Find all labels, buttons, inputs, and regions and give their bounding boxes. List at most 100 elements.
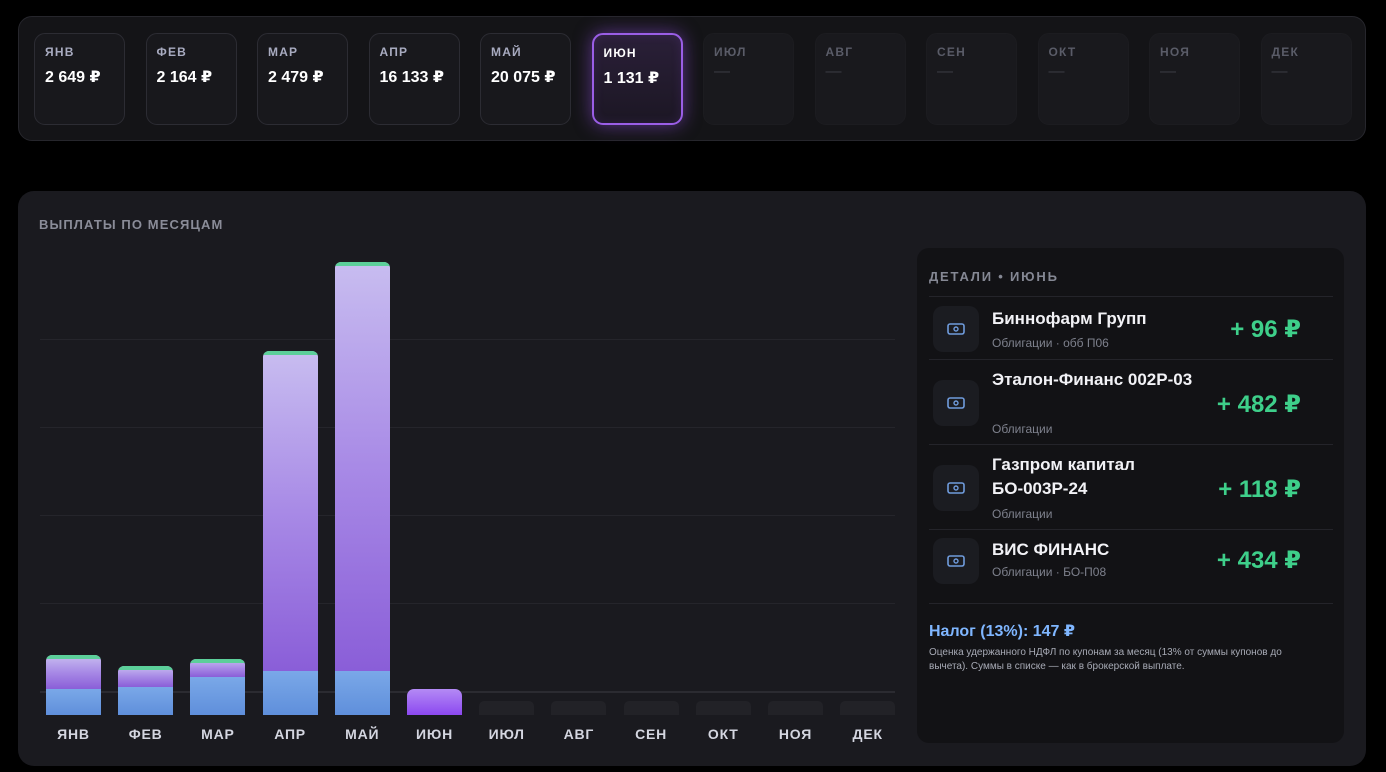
month-total: — bbox=[825, 63, 842, 80]
divider bbox=[929, 603, 1333, 604]
issuer-sub: Облигации bbox=[992, 507, 1053, 521]
banknote-icon bbox=[933, 538, 979, 584]
monthly-payouts-chart: ЯНВ ФЕВ МАР АПР МАЙ ИЮН ИЮЛ АВГ СЕН ОКТ НОЯ ДЕК bbox=[40, 246, 896, 751]
bar-cap bbox=[190, 659, 246, 663]
issuer-name: Газпром капитал БО-003Р-24 bbox=[992, 455, 1135, 498]
month-total: — bbox=[1271, 63, 1288, 80]
x-tick-label: ИЮН bbox=[415, 726, 453, 742]
x-tick-label: ИЮЛ bbox=[488, 726, 525, 742]
details-title: ДЕТАЛИ • ИЮНЬ bbox=[929, 269, 1059, 284]
month-name: ФЕВ bbox=[156, 45, 188, 59]
month-card-9[interactable]: СЕН — bbox=[926, 33, 1017, 125]
bar-empty[interactable] bbox=[551, 701, 607, 715]
month-total: — bbox=[937, 63, 953, 80]
x-tick-label: ОКТ bbox=[707, 726, 739, 742]
banknote-icon bbox=[933, 465, 979, 511]
bar-current-month[interactable] bbox=[407, 689, 462, 715]
bar-segment-upper bbox=[190, 659, 246, 677]
bar-cap bbox=[262, 350, 318, 355]
issuer-sub: Облигации · обб П06 bbox=[992, 336, 1109, 350]
bar-month[interactable] bbox=[334, 261, 390, 715]
bar-segment-lower bbox=[190, 676, 246, 715]
bar-segment-lower bbox=[46, 689, 101, 715]
x-tick-label: ЯНВ bbox=[57, 726, 90, 742]
x-tick-label: СЕН bbox=[635, 726, 668, 742]
payout-row[interactable]: Эталон-Финанс 002Р-03 Облигации + 482 ₽ bbox=[929, 359, 1333, 444]
month-name: ЯНВ bbox=[45, 45, 75, 59]
issuer-name: Эталон-Финанс 002Р-03 bbox=[992, 370, 1193, 389]
bar-cap bbox=[118, 666, 174, 671]
x-tick-label: АПР bbox=[274, 726, 306, 742]
month-total: 16 133 ₽ bbox=[379, 69, 445, 86]
month-total: 20 075 ₽ bbox=[491, 69, 556, 86]
payouts-panel: ВЫПЛАТЫ ПО МЕСЯЦАМ ЯНВ ФЕВ МАР АПР МАЙ ИЮН ИЮЛ… bbox=[18, 191, 1366, 766]
bar-empty[interactable] bbox=[768, 701, 823, 715]
month-card-11[interactable]: НОЯ — bbox=[1149, 33, 1240, 125]
gridline bbox=[40, 603, 895, 604]
tax-note: Оценка удержанного НДФЛ по купонам за ме… bbox=[929, 647, 1282, 672]
payout-row[interactable]: ВИС ФИНАНС Облигации · БО-П08 + 434 ₽ bbox=[929, 529, 1333, 592]
month-card-2[interactable]: ФЕВ 2 164 ₽ bbox=[145, 33, 237, 125]
month-total: — bbox=[1048, 63, 1065, 80]
bar-month[interactable] bbox=[118, 666, 174, 715]
month-total: 2 164 ₽ bbox=[156, 69, 213, 86]
tax-summary: Налог (13%): 147 ₽ bbox=[929, 623, 1076, 640]
bar-segment-lower bbox=[118, 687, 174, 715]
bar-segment-upper bbox=[334, 261, 390, 671]
payout-amount: + 434 ₽ bbox=[1216, 547, 1301, 574]
bar-empty[interactable] bbox=[695, 701, 751, 715]
month-card-5[interactable]: МАЙ 20 075 ₽ bbox=[480, 33, 571, 125]
month-card-10[interactable]: ОКТ — bbox=[1037, 33, 1129, 125]
month-total: — bbox=[1160, 63, 1176, 80]
banknote-icon bbox=[933, 380, 979, 426]
x-tick-label: ФЕВ bbox=[128, 726, 163, 742]
bar-empty[interactable] bbox=[623, 701, 679, 715]
payout-amount: + 118 ₽ bbox=[1218, 476, 1301, 503]
month-total: — bbox=[714, 63, 730, 80]
bar-empty[interactable] bbox=[840, 701, 896, 715]
month-total: 2 649 ₽ bbox=[45, 69, 101, 86]
month-total: 1 131 ₽ bbox=[603, 70, 660, 87]
bar-cap bbox=[46, 655, 101, 660]
bar-month[interactable] bbox=[46, 655, 101, 715]
payout-row[interactable]: Газпром капитал БО-003Р-24 Облигации + 1… bbox=[929, 444, 1333, 529]
bar-segment-upper bbox=[118, 666, 174, 688]
month-card-8[interactable]: АВГ — bbox=[814, 33, 906, 125]
month-name: ИЮН bbox=[603, 46, 637, 60]
bar-segment-lower bbox=[262, 670, 318, 715]
x-tick-label: МАР bbox=[201, 726, 235, 742]
bar-segment-lower bbox=[334, 670, 390, 715]
details-card: ДЕТАЛИ • ИЮНЬ Биннофарм Групп Облигации … bbox=[917, 248, 1344, 743]
issuer-sub: Облигации · БО-П08 bbox=[992, 565, 1107, 579]
bar-month[interactable] bbox=[262, 350, 318, 715]
month-card-6[interactable]: ИЮН 1 131 ₽ bbox=[591, 33, 683, 125]
payout-row[interactable]: Биннофарм Групп Облигации · обб П06 + 96… bbox=[929, 296, 1333, 359]
x-tick-label: ДЕК bbox=[852, 726, 883, 742]
bar-empty[interactable] bbox=[479, 701, 535, 715]
panel-title: ВЫПЛАТЫ ПО МЕСЯЦАМ bbox=[39, 217, 224, 232]
issuer-name: Биннофарм Групп bbox=[992, 309, 1147, 328]
gridline bbox=[40, 339, 895, 340]
payout-amount: + 482 ₽ bbox=[1216, 391, 1301, 418]
bar-month[interactable] bbox=[190, 659, 246, 715]
month-name: ДЕК bbox=[1271, 45, 1299, 59]
banknote-icon bbox=[933, 306, 979, 352]
month-card-7[interactable]: ИЮЛ — bbox=[703, 33, 794, 125]
month-card-4[interactable]: АПР 16 133 ₽ bbox=[368, 33, 460, 125]
month-card-1[interactable]: ЯНВ 2 649 ₽ bbox=[34, 33, 125, 125]
month-total: 2 479 ₽ bbox=[268, 69, 324, 86]
month-name: АПР bbox=[379, 45, 409, 59]
issuer-sub: Облигации bbox=[992, 422, 1053, 436]
chart-baseline bbox=[40, 691, 895, 693]
month-name: МАЙ bbox=[491, 45, 522, 59]
bar-segment-upper bbox=[262, 350, 318, 671]
month-name: ИЮЛ bbox=[714, 45, 747, 59]
month-card-3[interactable]: МАР 2 479 ₽ bbox=[257, 33, 348, 125]
issuer-name: ВИС ФИНАНС bbox=[992, 540, 1110, 559]
month-strip: ЯНВ 2 649 ₽ ФЕВ 2 164 ₽ МАР 2 479 ₽ АПР 16 133 … bbox=[18, 16, 1366, 141]
bar-cap bbox=[334, 261, 390, 266]
payout-amount: + 96 ₽ bbox=[1230, 316, 1301, 343]
x-tick-label: МАЙ bbox=[345, 726, 380, 742]
month-name: АВГ bbox=[825, 45, 854, 59]
month-card-12[interactable]: ДЕК — bbox=[1260, 33, 1352, 125]
